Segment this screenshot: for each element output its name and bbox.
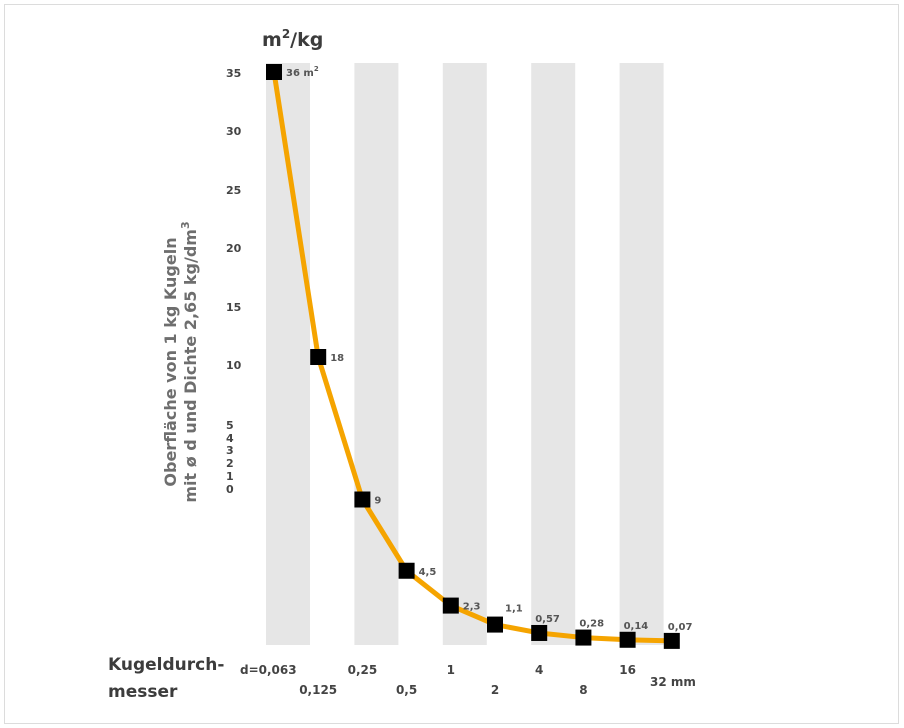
x-tick-label: 8: [579, 683, 587, 697]
y-tick-label: 20: [226, 242, 242, 255]
data-label: 0,14: [624, 621, 649, 632]
data-markers: [266, 64, 680, 649]
y-tick-label: 2: [226, 457, 234, 470]
data-marker: [575, 629, 592, 646]
data-label: 2,3: [463, 602, 481, 613]
y-tick-label: 15: [226, 301, 241, 314]
y-axis-title: Oberfläche von 1 kg Kugeln mit ø d und D…: [161, 221, 200, 502]
data-label: 0,57: [535, 614, 560, 625]
y-tick-label: 35: [226, 67, 241, 80]
data-label: 0,07: [668, 622, 693, 633]
data-marker: [354, 491, 371, 508]
column-band: [354, 63, 399, 645]
data-labels: 36 m2 18 9 4,5 2,3 1,1 0,57 0,28 0,14 0,07: [286, 65, 693, 633]
data-marker: [487, 616, 503, 633]
x-axis-title-line2: messer: [108, 682, 178, 702]
data-label: 4,5: [419, 567, 437, 578]
series-line: [271, 69, 675, 644]
column-band: [442, 63, 487, 645]
y-tick-label: 10: [226, 359, 242, 372]
y-tick-label: 30: [226, 125, 242, 138]
x-tick-label: 0,25: [348, 663, 378, 677]
y-tick-label: 4: [226, 432, 234, 445]
x-tick-label: 1: [447, 663, 455, 677]
data-marker: [619, 631, 636, 648]
x-axis-title-line1: Kugeldurch-: [108, 655, 224, 675]
data-marker: [531, 624, 548, 641]
column-band: [619, 63, 664, 645]
x-tick-label: d=0,063: [240, 663, 297, 677]
data-label: 9: [374, 496, 381, 507]
y-tick-label: 3: [226, 444, 234, 457]
x-tick-label: 16: [619, 663, 636, 677]
data-marker: [442, 597, 459, 614]
data-label: 1,1: [505, 604, 523, 615]
column-band: [531, 63, 576, 645]
x-tick-label: 2: [491, 683, 499, 697]
data-label: 0,28: [579, 619, 604, 630]
y-tick-label: 1: [226, 470, 234, 483]
data-marker: [663, 632, 680, 649]
x-tick-label: 32 mm: [650, 675, 696, 689]
y-axis-title-line2: mit ø d und Dichte 2,65 kg/dm3: [179, 221, 200, 502]
x-tick-label: 4: [535, 663, 543, 677]
data-marker: [310, 349, 327, 365]
data-label: 36 m2: [286, 65, 319, 79]
y-tick-label: 25: [226, 184, 241, 197]
data-marker: [266, 64, 282, 80]
x-tick-label: 0,125: [299, 683, 337, 697]
x-tick-label: 0,5: [396, 683, 417, 697]
y-tick-label: 0: [226, 483, 234, 496]
y-tick-label: 5: [226, 419, 234, 432]
data-label: 18: [330, 353, 344, 364]
y-axis-title-line1: Oberfläche von 1 kg Kugeln: [161, 237, 180, 486]
data-marker: [398, 562, 415, 579]
unit-title: m2/kg: [262, 27, 323, 51]
